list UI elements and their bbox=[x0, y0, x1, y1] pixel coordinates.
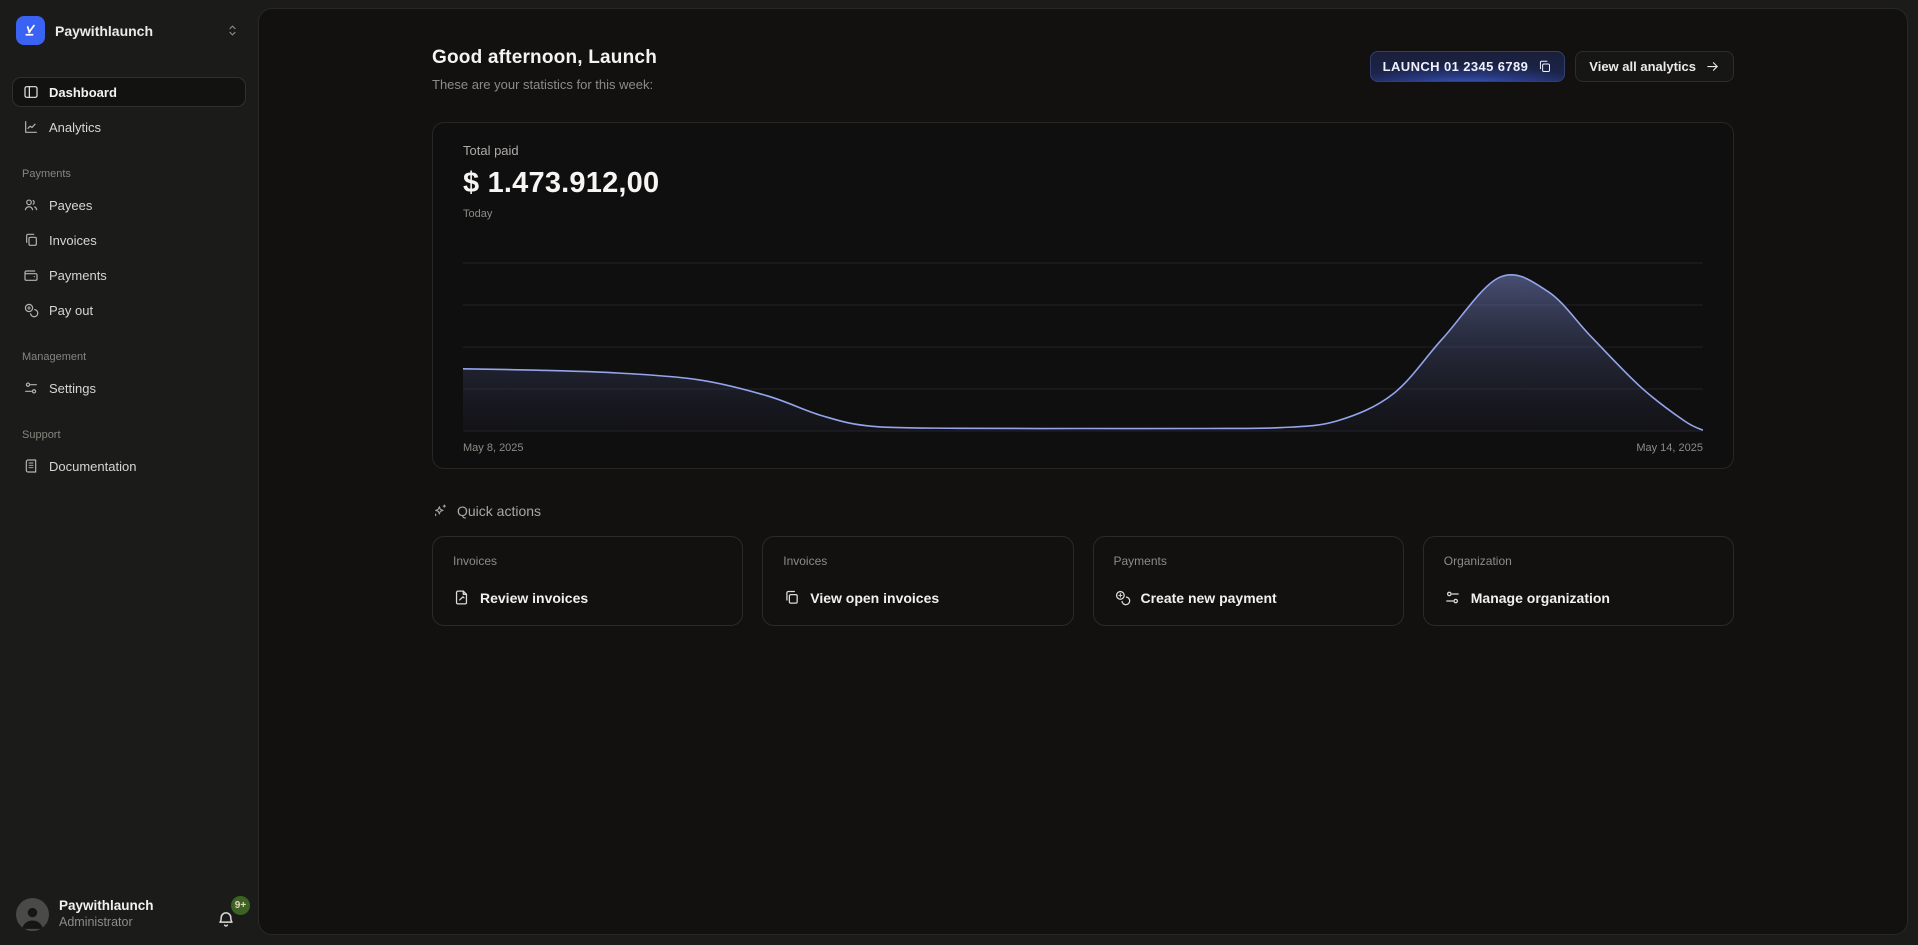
user-profile[interactable]: Paywithlaunch Administrator 9+ bbox=[12, 898, 246, 931]
file-signature-icon bbox=[453, 589, 470, 606]
quick-action-category: Invoices bbox=[453, 554, 722, 568]
account-number-button[interactable]: LAUNCH 01 2345 6789 bbox=[1370, 51, 1566, 82]
sidebar-nav-support: Documentation bbox=[12, 451, 246, 481]
sidebar-item-settings[interactable]: Settings bbox=[12, 373, 246, 403]
quick-action-row: Create new payment bbox=[1114, 589, 1383, 606]
sidebar-item-invoices[interactable]: Invoices bbox=[12, 225, 246, 255]
account-number-label: LAUNCH 01 2345 6789 bbox=[1383, 59, 1529, 74]
sidebar-item-documentation[interactable]: Documentation bbox=[12, 451, 246, 481]
copy-icon bbox=[1537, 59, 1552, 74]
sidebar-nav-management: Settings bbox=[12, 373, 246, 403]
main-panel: Good afternoon, Launch These are your st… bbox=[258, 8, 1908, 935]
sidebar-item-label: Settings bbox=[49, 381, 96, 396]
total-paid-chart bbox=[463, 244, 1703, 436]
copies-icon bbox=[23, 232, 39, 248]
section-label-support: Support bbox=[22, 429, 246, 441]
sidebar-nav: Dashboard Analytics bbox=[12, 77, 246, 142]
sliders-icon bbox=[1444, 589, 1461, 606]
sidebar-item-label: Documentation bbox=[49, 459, 136, 474]
book-icon bbox=[23, 458, 39, 474]
greeting-block: Good afternoon, Launch These are your st… bbox=[432, 47, 657, 92]
section-label-payments: Payments bbox=[22, 168, 246, 180]
chevrons-up-down-icon bbox=[225, 23, 240, 38]
quick-action-row: Manage organization bbox=[1444, 589, 1713, 606]
avatar bbox=[16, 898, 49, 931]
quick-action-row: View open invoices bbox=[783, 589, 1052, 606]
sidebar-item-dashboard[interactable]: Dashboard bbox=[12, 77, 246, 107]
page-title: Good afternoon, Launch bbox=[432, 47, 657, 69]
page-header: Good afternoon, Launch These are your st… bbox=[432, 47, 1734, 92]
user-role: Administrator bbox=[59, 915, 206, 931]
arrow-right-icon bbox=[1705, 59, 1720, 74]
total-paid-card: Total paid $ 1.473.912,00 Today May 8, 2… bbox=[432, 122, 1734, 469]
line-chart-icon bbox=[23, 119, 39, 135]
bell-icon bbox=[216, 910, 236, 930]
quick-action-view-open-invoices[interactable]: Invoices View open invoices bbox=[762, 536, 1073, 626]
section-label-management: Management bbox=[22, 351, 246, 363]
chart-period: Today bbox=[463, 208, 1703, 220]
chart-title: Total paid bbox=[463, 143, 1703, 158]
view-all-analytics-button[interactable]: View all analytics bbox=[1575, 51, 1734, 82]
notification-badge: 9+ bbox=[231, 896, 250, 915]
wallet-icon bbox=[23, 267, 39, 283]
sidebar-nav-payments: Payees Invoices Payments Pay out bbox=[12, 190, 246, 325]
quick-action-label: Create new payment bbox=[1141, 590, 1277, 606]
quick-actions-grid: Invoices Review invoices Invoices bbox=[432, 536, 1734, 626]
copies-icon bbox=[783, 589, 800, 606]
quick-action-category: Organization bbox=[1444, 554, 1713, 568]
header-actions: LAUNCH 01 2345 6789 View all analytics bbox=[1370, 51, 1734, 82]
quick-action-manage-organization[interactable]: Organization Manage organization bbox=[1423, 536, 1734, 626]
sliders-icon bbox=[23, 380, 39, 396]
quick-action-label: View open invoices bbox=[810, 590, 939, 606]
notifications-button[interactable]: 9+ bbox=[216, 900, 242, 930]
sidebar-item-label: Payments bbox=[49, 268, 107, 283]
sidebar-item-payments[interactable]: Payments bbox=[12, 260, 246, 290]
page-subtitle: These are your statistics for this week: bbox=[432, 77, 657, 92]
quick-action-review-invoices[interactable]: Invoices Review invoices bbox=[432, 536, 743, 626]
sidebar-item-analytics[interactable]: Analytics bbox=[12, 112, 246, 142]
coins-icon bbox=[1114, 589, 1131, 606]
sidebar-item-label: Pay out bbox=[49, 303, 93, 318]
x-axis-end-label: May 14, 2025 bbox=[1636, 442, 1703, 454]
chart-area bbox=[463, 275, 1703, 431]
quick-action-create-new-payment[interactable]: Payments Create new payment bbox=[1093, 536, 1404, 626]
sidebar-item-label: Payees bbox=[49, 198, 92, 213]
sidebar-item-label: Invoices bbox=[49, 233, 97, 248]
quick-action-row: Review invoices bbox=[453, 589, 722, 606]
sidebar-item-label: Analytics bbox=[49, 120, 101, 135]
quick-action-category: Invoices bbox=[783, 554, 1052, 568]
quick-action-label: Manage organization bbox=[1471, 590, 1610, 606]
x-axis-start-label: May 8, 2025 bbox=[463, 442, 524, 454]
users-icon bbox=[23, 197, 39, 213]
view-all-analytics-label: View all analytics bbox=[1589, 59, 1696, 74]
sidebar: Paywithlaunch Dashboard Analytics Paymen… bbox=[0, 0, 258, 945]
quick-action-label: Review invoices bbox=[480, 590, 588, 606]
workspace-switcher[interactable]: Paywithlaunch bbox=[12, 14, 246, 47]
chart-x-axis: May 8, 2025 May 14, 2025 bbox=[463, 442, 1703, 454]
main-content: Good afternoon, Launch These are your st… bbox=[432, 9, 1734, 626]
sidebar-item-label: Dashboard bbox=[49, 85, 117, 100]
launch-pen-icon bbox=[16, 16, 45, 45]
sidebar-item-pay-out[interactable]: Pay out bbox=[12, 295, 246, 325]
workspace-name: Paywithlaunch bbox=[55, 23, 215, 39]
user-name: Paywithlaunch bbox=[59, 898, 206, 915]
sidebar-item-payees[interactable]: Payees bbox=[12, 190, 246, 220]
total-paid-amount: $ 1.473.912,00 bbox=[463, 167, 1703, 200]
sparkles-icon bbox=[432, 503, 448, 519]
dashboard-panel-icon bbox=[23, 84, 39, 100]
quick-actions-title: Quick actions bbox=[457, 503, 541, 519]
user-meta: Paywithlaunch Administrator bbox=[59, 898, 206, 931]
quick-actions-header: Quick actions bbox=[432, 503, 1734, 519]
quick-action-category: Payments bbox=[1114, 554, 1383, 568]
coins-icon bbox=[23, 302, 39, 318]
